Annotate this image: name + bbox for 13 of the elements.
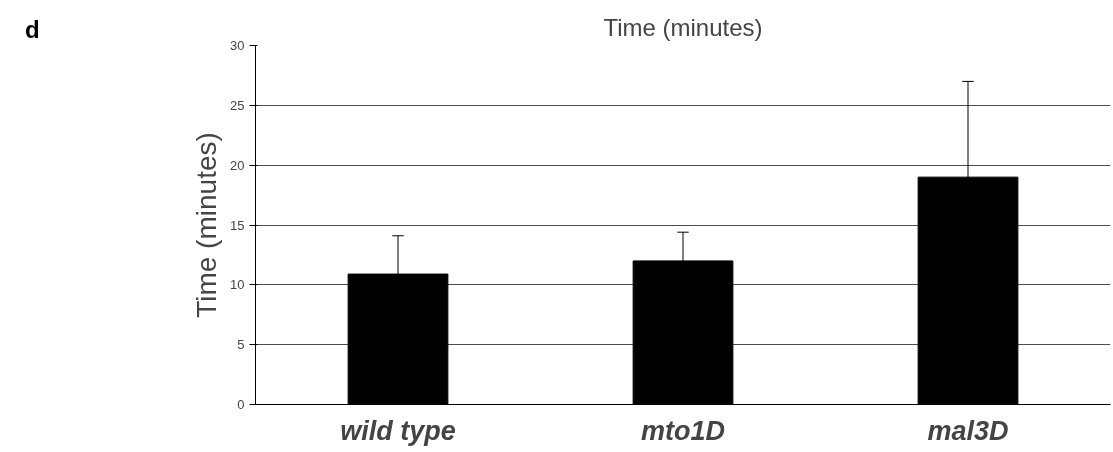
x-tick-label: mto1D [641,415,726,446]
chart-title: Time (minutes) [603,13,763,41]
x-tick-label: wild type [340,415,456,446]
y-tick-label: 0 [237,397,245,412]
y-tick-label: 5 [237,337,245,353]
y-tick-label: 10 [230,277,245,293]
y-tick-label: 15 [230,217,245,233]
y-axis-title: Time (minutes) [191,132,223,318]
y-tick-label: 25 [230,97,245,113]
y-tick-label: 20 [230,157,245,173]
text: d [25,15,40,45]
y-tick-label: 30 [230,38,245,53]
x-tick-label: mal3D [927,415,1009,446]
